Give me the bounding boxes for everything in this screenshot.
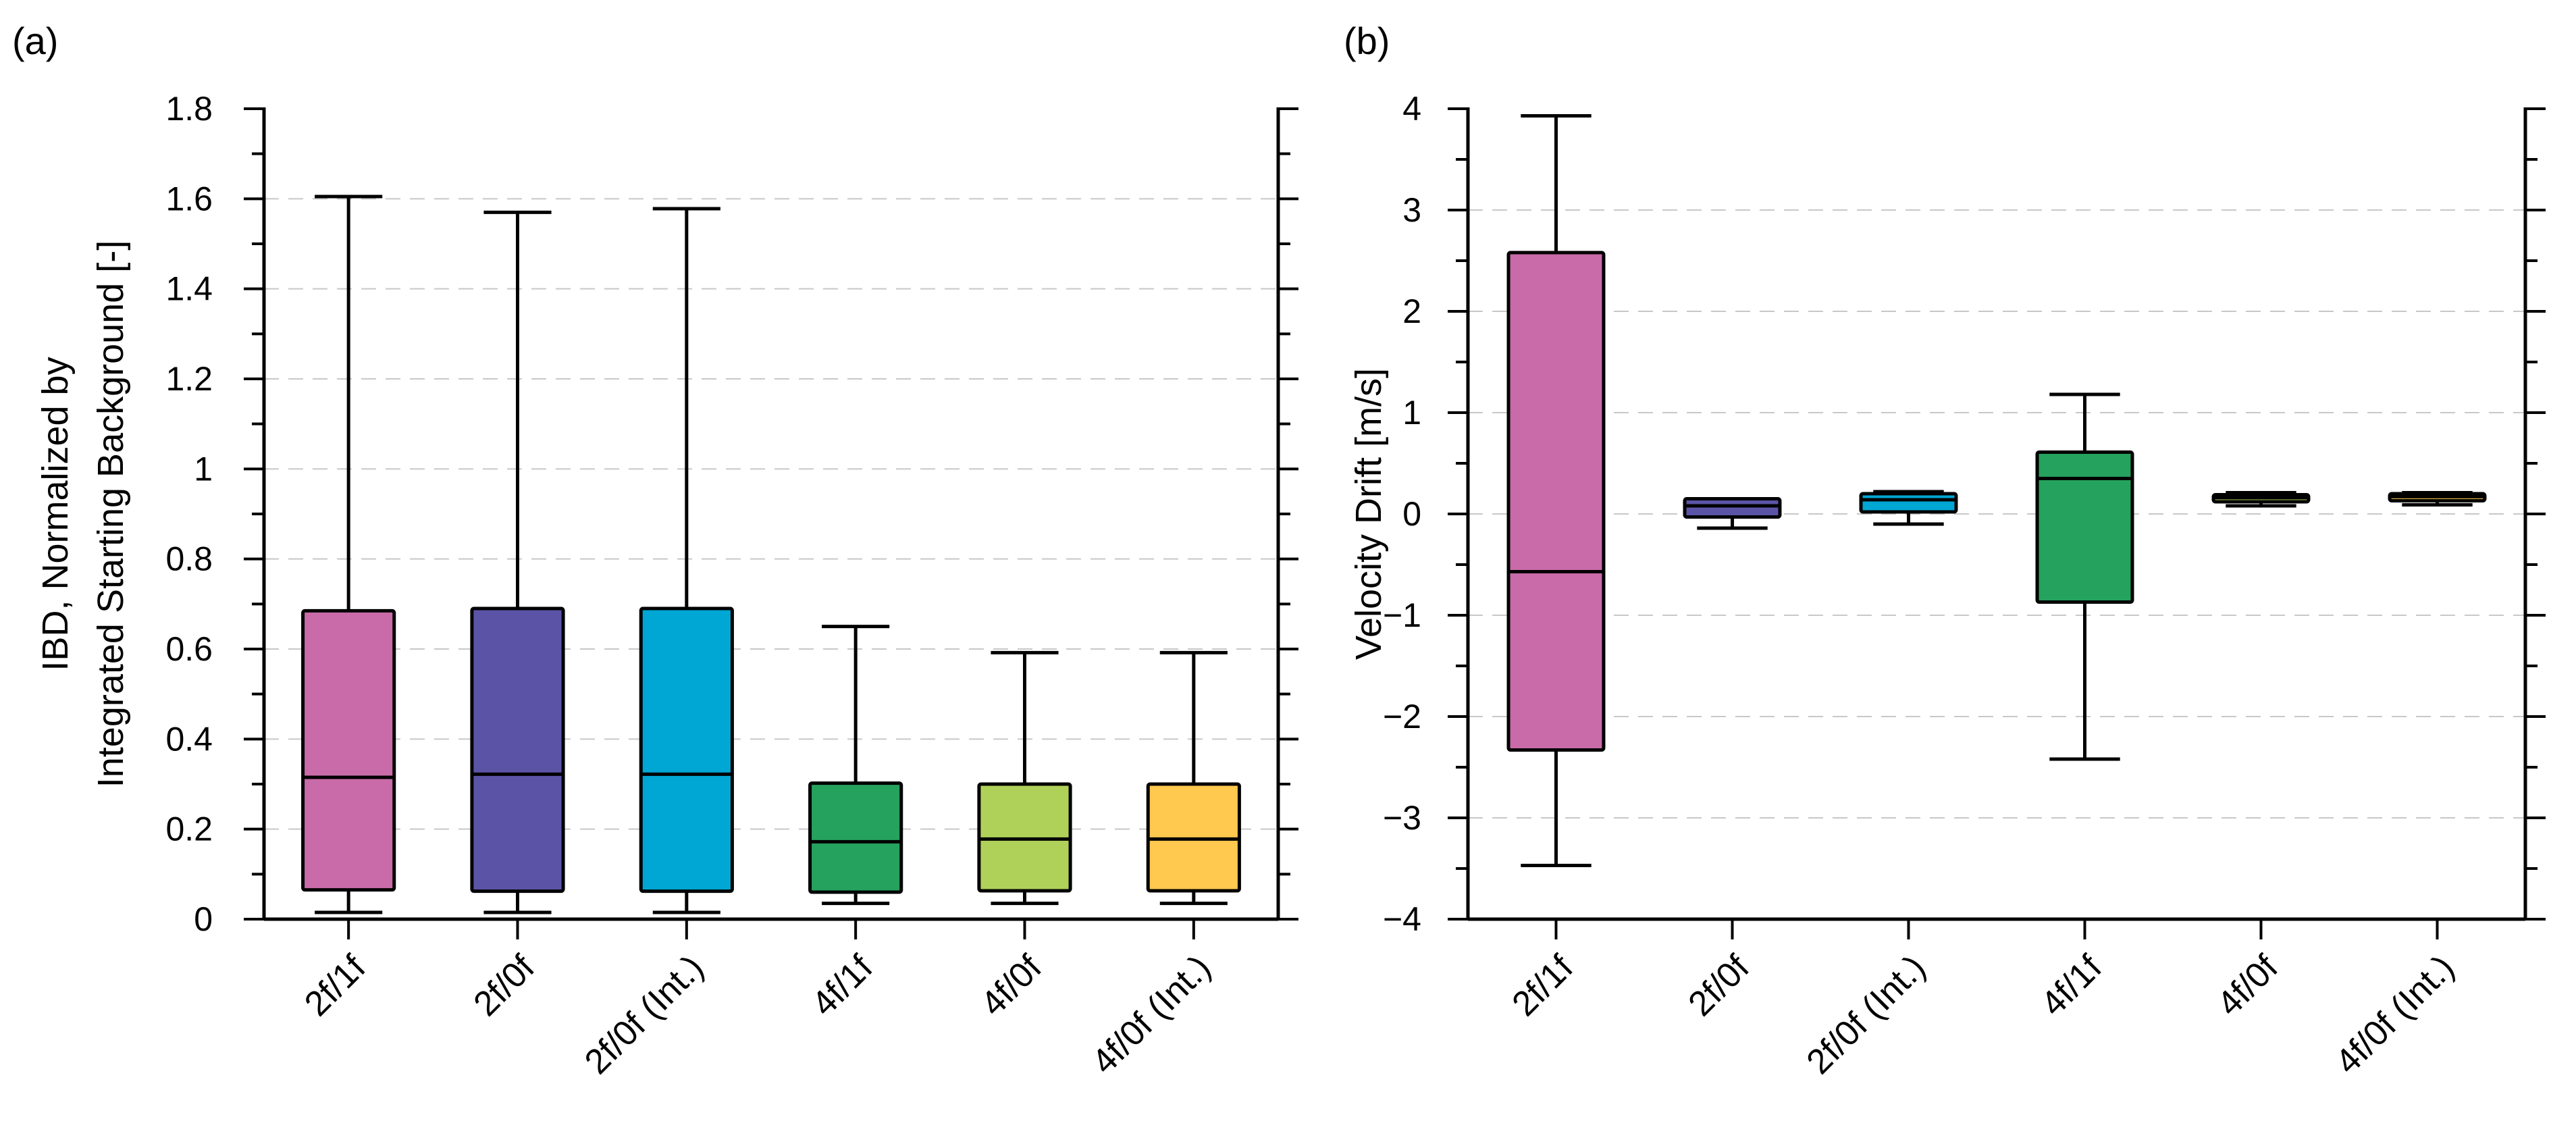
x-tick-label: 2f/1f xyxy=(297,948,373,1024)
box-series xyxy=(1506,114,2487,867)
box-4f-0f xyxy=(2211,491,2311,508)
box-iqr xyxy=(1506,251,1606,752)
box-series xyxy=(301,195,1241,914)
box-iqr xyxy=(808,781,903,894)
box-2f-0f xyxy=(1683,497,1782,530)
panel-b: (b) −4 −3 −2 −1 0 1 2 3 4 Velocity Drift [m/s] 2f/1… xyxy=(1344,20,2546,1082)
y-tick-label: 1 xyxy=(194,450,213,488)
x-ticks: 2f/1f 2f/0f 2f/0f (Int.) 4f/1f 4f/0f 4f/0f (I… xyxy=(1504,919,2462,1082)
x-tick-label: 4f/1f xyxy=(804,948,880,1024)
y-tick-label: −3 xyxy=(1383,799,1421,837)
y-ticks: 0 0.2 0.4 0.6 0.8 1 1.2 1.4 1.6 1.8 xyxy=(165,90,1298,938)
y-axis-title-line: IBD, Normalized by xyxy=(35,357,76,671)
y-tick-label: −1 xyxy=(1383,596,1421,634)
box-4f-0f-int- xyxy=(2388,491,2487,507)
x-tick-label: 2f/0f xyxy=(1681,948,1757,1024)
box-2f-1f xyxy=(301,195,396,914)
box-4f-0f-int- xyxy=(1146,650,1241,906)
panel-label: (a) xyxy=(12,20,58,62)
y-tick-label: 1.2 xyxy=(165,360,213,398)
y-tick-label: 1 xyxy=(1402,394,1421,432)
x-tick-label: 4f/0f xyxy=(2209,948,2286,1024)
y-tick-label: −4 xyxy=(1383,900,1421,938)
box-iqr xyxy=(1859,492,1958,514)
box-2f-1f xyxy=(1506,114,1606,867)
box-iqr xyxy=(470,606,565,893)
box-iqr xyxy=(1683,497,1782,519)
x-tick-label: 4f/0f (Int.) xyxy=(2328,948,2462,1081)
box-iqr xyxy=(301,608,396,892)
y-tick-label: 0.6 xyxy=(165,630,213,668)
box-4f-1f xyxy=(2035,392,2134,761)
axes xyxy=(1466,107,2527,921)
x-tick-label: 2f/0f (Int.) xyxy=(577,948,711,1081)
y-tick-label: 1.4 xyxy=(165,270,213,308)
y-tick-label: 0 xyxy=(1402,495,1421,533)
x-tick-label: 2f/0f (Int.) xyxy=(1799,948,1933,1081)
y-tick-label: 1.8 xyxy=(165,90,213,128)
x-tick-label: 4f/0f xyxy=(973,948,1049,1024)
y-tick-label: 0 xyxy=(194,900,213,938)
x-ticks: 2f/1f 2f/0f 2f/0f (Int.) 4f/1f 4f/0f 4f/0f (I… xyxy=(297,919,1218,1082)
y-tick-label: 3 xyxy=(1402,191,1421,229)
y-axis-title: IBD, Normalized by Integrated Starting Ba… xyxy=(35,240,131,787)
box-iqr xyxy=(2035,450,2134,604)
y-tick-label: 0.8 xyxy=(165,540,213,578)
x-tick-label: 2f/0f xyxy=(466,948,542,1024)
box-4f-1f xyxy=(808,625,903,906)
panel-a: (a) 0 0.2 0.4 0.6 0.8 1 1.2 1.4 1.6 1.8 IBD, Normal… xyxy=(12,20,1298,1082)
x-tick-label: 4f/1f xyxy=(2033,948,2109,1024)
box-iqr xyxy=(639,606,734,893)
y-axis-title-line: Integrated Starting Background [-] xyxy=(90,240,131,787)
y-tick-label: 0.4 xyxy=(165,720,213,758)
x-tick-label: 4f/0f (Int.) xyxy=(1084,948,1218,1081)
y-tick-label: 1.6 xyxy=(165,180,213,217)
box-2f-0f xyxy=(470,210,565,914)
axes xyxy=(262,107,1280,921)
gridlines xyxy=(1468,209,2525,819)
y-tick-label: 2 xyxy=(1402,292,1421,330)
y-tick-label: 0.2 xyxy=(165,810,213,848)
box-2f-0f-int- xyxy=(639,207,734,914)
panel-label: (b) xyxy=(1344,20,1390,62)
box-4f-0f xyxy=(977,650,1072,906)
x-tick-label: 2f/1f xyxy=(1504,948,1581,1024)
box-2f-0f-int- xyxy=(1859,490,1958,526)
y-tick-label: 4 xyxy=(1402,90,1421,128)
y-tick-label: −2 xyxy=(1383,698,1421,735)
y-ticks: −4 −3 −2 −1 0 1 2 3 4 xyxy=(1383,90,2546,938)
y-axis-title: Velocity Drift [m/s] xyxy=(1348,368,1389,660)
gridlines xyxy=(264,198,1278,830)
